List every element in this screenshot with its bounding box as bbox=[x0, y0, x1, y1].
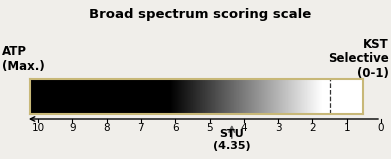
Text: 3: 3 bbox=[275, 123, 282, 133]
Text: 0: 0 bbox=[378, 123, 384, 133]
Text: 7: 7 bbox=[138, 123, 144, 133]
Text: Broad spectrum scoring scale: Broad spectrum scoring scale bbox=[89, 8, 311, 21]
Text: 8: 8 bbox=[103, 123, 110, 133]
Text: 2: 2 bbox=[309, 123, 316, 133]
Text: 4: 4 bbox=[240, 123, 247, 133]
Text: 10: 10 bbox=[31, 123, 45, 133]
Text: STU
(4.35): STU (4.35) bbox=[213, 129, 251, 151]
Text: 9: 9 bbox=[69, 123, 75, 133]
Text: 1: 1 bbox=[343, 123, 350, 133]
Text: 5: 5 bbox=[206, 123, 213, 133]
Text: 6: 6 bbox=[172, 123, 179, 133]
Text: KST
Selective
(0-1): KST Selective (0-1) bbox=[328, 38, 389, 80]
Text: ATP
(Max.): ATP (Max.) bbox=[2, 45, 45, 73]
